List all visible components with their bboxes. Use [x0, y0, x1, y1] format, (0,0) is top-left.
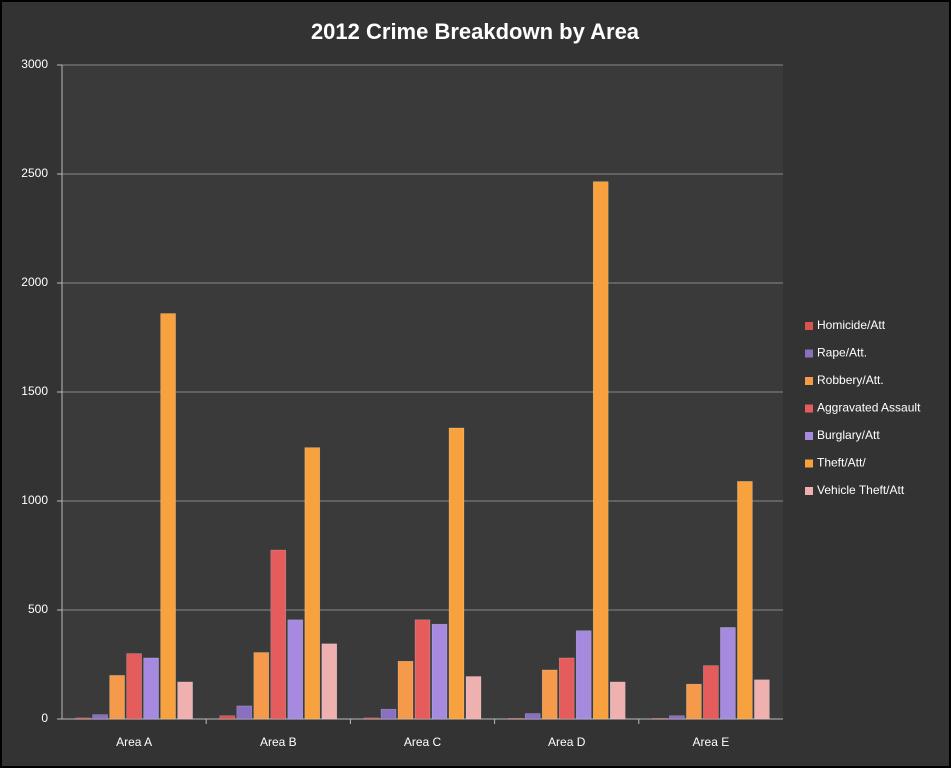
- chart-title: 2012 Crime Breakdown by Area: [311, 19, 640, 44]
- bar: [524, 713, 541, 720]
- legend-swatch: [805, 322, 813, 330]
- x-tick-label: Area E: [693, 735, 730, 749]
- bar: [92, 714, 108, 720]
- bar: [431, 623, 448, 720]
- bar: [126, 653, 142, 720]
- bar: [558, 657, 575, 720]
- bar: [737, 481, 753, 720]
- bar: [669, 715, 685, 720]
- bar: [363, 717, 380, 720]
- y-tick-label: 500: [28, 602, 48, 616]
- legend-label: Robbery/Att.: [817, 373, 884, 387]
- legend-label: Homicide/Att: [817, 318, 886, 332]
- bar: [448, 427, 465, 720]
- legend-label: Aggravated Assault: [817, 401, 921, 415]
- bar: [253, 652, 270, 720]
- bar: [380, 708, 397, 720]
- y-tick-label: 3000: [21, 57, 48, 71]
- legend-label: Rape/Att.: [817, 346, 867, 360]
- legend-label: Theft/Att/: [817, 456, 866, 470]
- bar: [754, 679, 770, 720]
- bar: [575, 630, 592, 720]
- bar: [270, 549, 287, 720]
- bar: [304, 447, 321, 720]
- legend-swatch: [805, 432, 813, 440]
- legend-label: Vehicle Theft/Att: [817, 483, 905, 497]
- x-tick-label: Area B: [260, 735, 297, 749]
- legend-swatch: [805, 459, 813, 468]
- bar: [177, 681, 193, 720]
- bar: [143, 657, 159, 720]
- legend-swatch: [805, 377, 813, 385]
- legend-swatch: [805, 404, 813, 413]
- bar: [219, 715, 236, 720]
- bar: [236, 705, 253, 720]
- bar: [592, 181, 609, 720]
- y-tick-label: 2000: [21, 275, 48, 289]
- x-tick-label: Area C: [404, 735, 442, 749]
- bar: [465, 676, 482, 720]
- bar: [75, 717, 91, 720]
- bar: [414, 619, 431, 720]
- legend-swatch: [805, 487, 813, 495]
- bar: [397, 660, 414, 720]
- x-tick-label: Area A: [116, 735, 152, 749]
- y-tick-label: 0: [41, 711, 48, 725]
- bar: [652, 718, 668, 720]
- bar: [703, 665, 719, 720]
- y-tick-label: 1500: [21, 384, 48, 398]
- bar: [109, 675, 125, 720]
- bar: [507, 718, 524, 720]
- bar: [541, 669, 558, 720]
- y-tick-label: 2500: [21, 166, 48, 180]
- legend-label: Burglary/Att: [817, 428, 880, 442]
- legend-swatch: [805, 349, 813, 358]
- x-tick-label: Area D: [548, 735, 586, 749]
- bar: [160, 313, 176, 720]
- bar: [609, 681, 626, 720]
- bar: [287, 619, 304, 720]
- bar: [720, 627, 736, 720]
- y-tick-label: 1000: [21, 493, 48, 507]
- bar: [686, 683, 702, 720]
- bar: [321, 643, 338, 720]
